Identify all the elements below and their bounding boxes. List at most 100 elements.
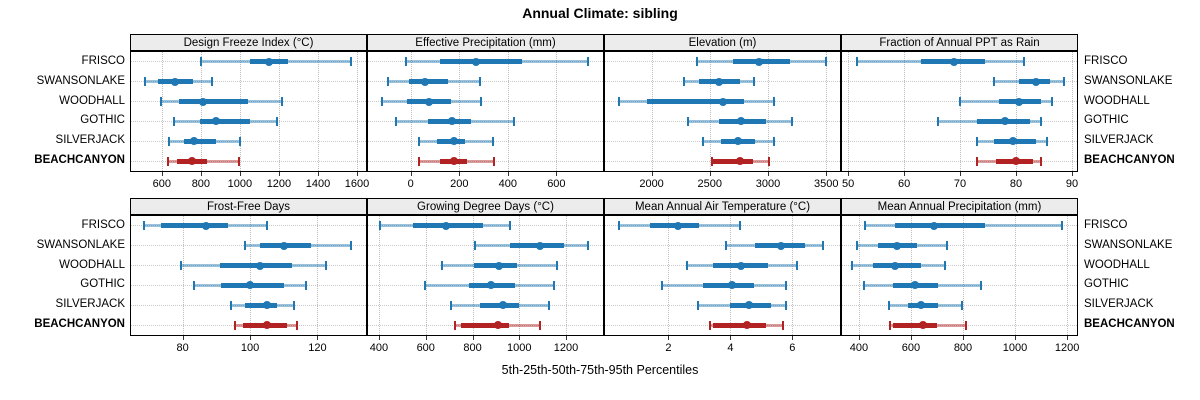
median-dot [262,321,271,330]
median-dot [917,301,926,310]
row-guideline [131,225,366,227]
tick-mark [278,172,280,176]
site-label-left: FRISCO [81,218,125,231]
site-label-left: SILVERJACK [55,298,125,311]
vertical-gridline [1071,52,1073,171]
iqr-bar [473,263,517,269]
tick-label: 2000 [639,178,664,190]
median-dot [719,97,728,106]
whisker-cap [210,77,213,87]
tick-mark [730,336,732,340]
whisker-cap [418,136,421,146]
site-label-right: SILVERJACK [1084,134,1154,147]
vertical-gridline [730,216,732,335]
whisker-cap [265,221,268,231]
iqr-bar [179,99,248,105]
iqr-bar [895,223,986,229]
row-guideline [131,140,366,142]
whisker-cap [237,156,240,166]
site-label-left: SWANSONLAKE [36,74,125,87]
tick-mark [161,172,163,176]
median-dot [950,57,959,66]
whisker-cap [280,97,283,107]
median-dot [892,241,901,250]
vertical-gridline [709,52,711,171]
row-guideline [368,120,603,122]
tick-label: 2500 [697,178,723,190]
median-dot [1009,137,1018,146]
median-dot [736,117,745,126]
iqr-bar [713,322,766,328]
tick-mark [1015,336,1017,340]
tick-mark [250,336,252,340]
whisker-cap [142,221,145,231]
panel-strip-title: Mean Annual Precipitation (mm) [841,198,1078,215]
tick-mark [182,336,184,340]
whisker-cap [292,300,295,310]
tick-label: 1000 [227,178,253,190]
vertical-gridline [425,216,427,335]
row-guideline [131,81,366,83]
vertical-gridline [1015,216,1017,335]
whisker-cap [992,77,995,87]
whisker-cap [441,261,444,271]
median-dot [202,221,211,230]
whisker-cap [710,156,713,166]
median-dot [441,221,450,230]
iqr-bar [244,302,277,308]
panel-strip-title: Effective Precipitation (mm) [367,34,604,51]
whisker-cap [682,77,685,87]
chart-title: Annual Climate: sibling [522,5,678,21]
tick-label: 1400 [305,178,331,190]
vertical-gridline [472,216,474,335]
median-dot [673,221,682,230]
median-dot [754,57,763,66]
median-dot [494,321,503,330]
site-label-left: FRISCO [81,54,125,67]
vertical-gridline [239,52,241,171]
vertical-gridline [378,216,380,335]
median-dot [256,261,265,270]
whisker-cap [473,241,476,251]
vertical-gridline [668,216,670,335]
vertical-gridline [904,52,906,171]
whisker-cap [555,261,558,271]
site-label-left: GOTHIC [80,114,125,127]
whisker-cap [172,116,175,126]
tick-mark [792,336,794,340]
row-guideline [368,101,603,103]
whisker-cap [863,280,866,290]
panel-strip-title: Design Freeze Index (°C) [130,34,367,51]
site-label-left: GOTHIC [80,278,125,291]
tick-label: 1200 [1054,342,1080,354]
vertical-gridline [826,52,828,171]
tick-label: 400 [498,178,517,190]
site-label-right: SWANSONLAKE [1084,238,1173,251]
vertical-gridline [507,52,509,171]
panel-strip-title: Growing Degree Days (°C) [367,198,604,215]
whisker-cap [493,156,496,166]
row-guideline [131,101,366,103]
whisker-cap [975,156,978,166]
site-label-left: WOODHALL [59,258,125,271]
whisker-cap [423,280,426,290]
vertical-gridline [858,216,860,335]
vertical-gridline [651,52,653,171]
median-dot [735,157,744,166]
tick-mark [858,336,860,340]
tick-mark [709,172,711,176]
whisker-cap [617,97,620,107]
median-dot [424,97,433,106]
site-label-left: WOODHALL [59,94,125,107]
tick-label: 3500 [814,178,839,190]
iqr-bar [199,118,250,124]
vertical-gridline [1067,216,1069,335]
row-guideline [605,304,840,306]
whisker-cap [480,97,483,107]
row-guideline [605,61,840,63]
whisker-cap [824,57,827,67]
whisker-cap [1045,136,1048,146]
whisker-cap [695,57,698,67]
tick-label: 600 [152,178,171,190]
vertical-gridline [1016,52,1017,171]
